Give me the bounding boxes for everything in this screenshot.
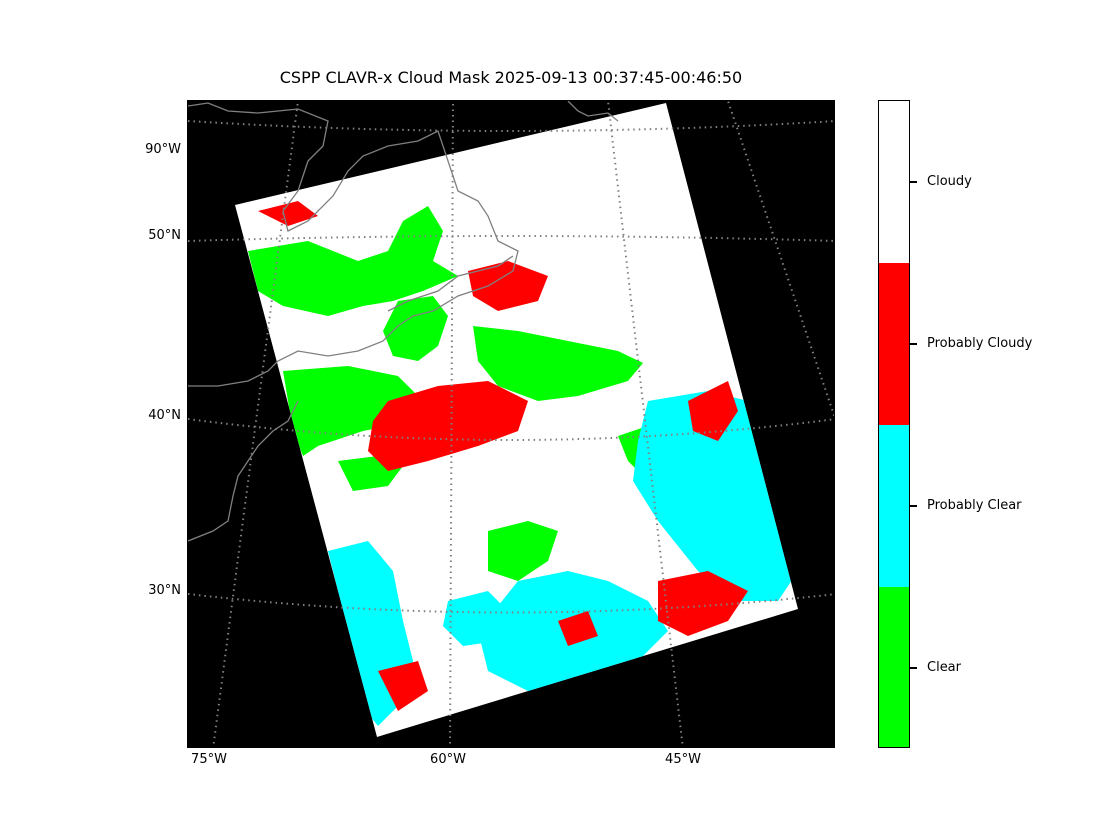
coastline-greenland-tip — [567, 101, 619, 122]
colorbar-tick-clear — [910, 667, 917, 669]
lat-label-40n: 40°N — [148, 408, 181, 423]
probably-cloudy-region-southeast — [658, 571, 748, 636]
lat-line-30n — [188, 593, 834, 614]
lon-line-75w — [212, 101, 299, 747]
colorbar-segment-cloudy — [879, 101, 909, 263]
probably-cloudy-region-south — [558, 611, 598, 646]
lon-label-60w: 60°W — [430, 752, 466, 767]
colorbar-tick-probably-clear — [910, 505, 917, 507]
lat-line-60n — [188, 120, 834, 132]
colorbar-tick-probably-cloudy — [910, 343, 917, 345]
lat-label-90w: 90°W — [145, 142, 181, 157]
colorbar — [878, 100, 910, 748]
colorbar-label-cloudy: Cloudy — [927, 174, 972, 189]
clear-region-northeast-coast — [383, 296, 448, 361]
lat-label-30n: 30°N — [148, 583, 181, 598]
probably-cloudy-region-southwest — [378, 661, 428, 711]
clear-region-mid-atlantic — [283, 366, 423, 456]
coastline-nova-scotia — [387, 255, 514, 312]
colorbar-segment-probably-clear — [879, 425, 909, 587]
coastline-north — [188, 102, 519, 387]
colorbar-segment-clear — [879, 587, 909, 747]
colorbar-label-clear: Clear — [927, 660, 961, 675]
graticule — [188, 101, 834, 747]
colorbar-tick-cloudy — [910, 181, 917, 183]
lon-line-60w — [449, 101, 454, 747]
probably-cloudy-region-northwest — [258, 201, 318, 226]
cloud-mask-map[interactable] — [187, 100, 835, 748]
probably-cloudy-region-northcenter — [468, 261, 548, 311]
probably-cloudy-region-gulfstream — [368, 381, 528, 471]
clear-region-central — [473, 326, 643, 401]
coastline-east-us — [188, 400, 299, 542]
probably-clear-region-patch — [443, 591, 508, 646]
lat-line-40n — [188, 418, 834, 441]
map-title: CSPP CLAVR-x Cloud Mask 2025-09-13 00:37… — [279, 68, 743, 87]
lat-line-50n — [188, 235, 834, 242]
lon-label-45w: 45°W — [665, 752, 701, 767]
lat-label-50n: 50°N — [148, 228, 181, 243]
clear-region-northwest — [248, 206, 458, 316]
lon-line-30w — [727, 101, 834, 419]
colorbar-label-probably-clear: Probably Clear — [927, 498, 1022, 513]
lon-label-75w: 75°W — [191, 752, 227, 767]
colorbar-label-probably-cloudy: Probably Cloudy — [927, 336, 1033, 351]
colorbar-segment-probably-cloudy — [879, 263, 909, 425]
swath — [235, 103, 798, 737]
coastlines — [188, 101, 619, 542]
clear-region-southcentral — [488, 521, 558, 581]
probably-cloudy-region-east — [688, 381, 738, 441]
